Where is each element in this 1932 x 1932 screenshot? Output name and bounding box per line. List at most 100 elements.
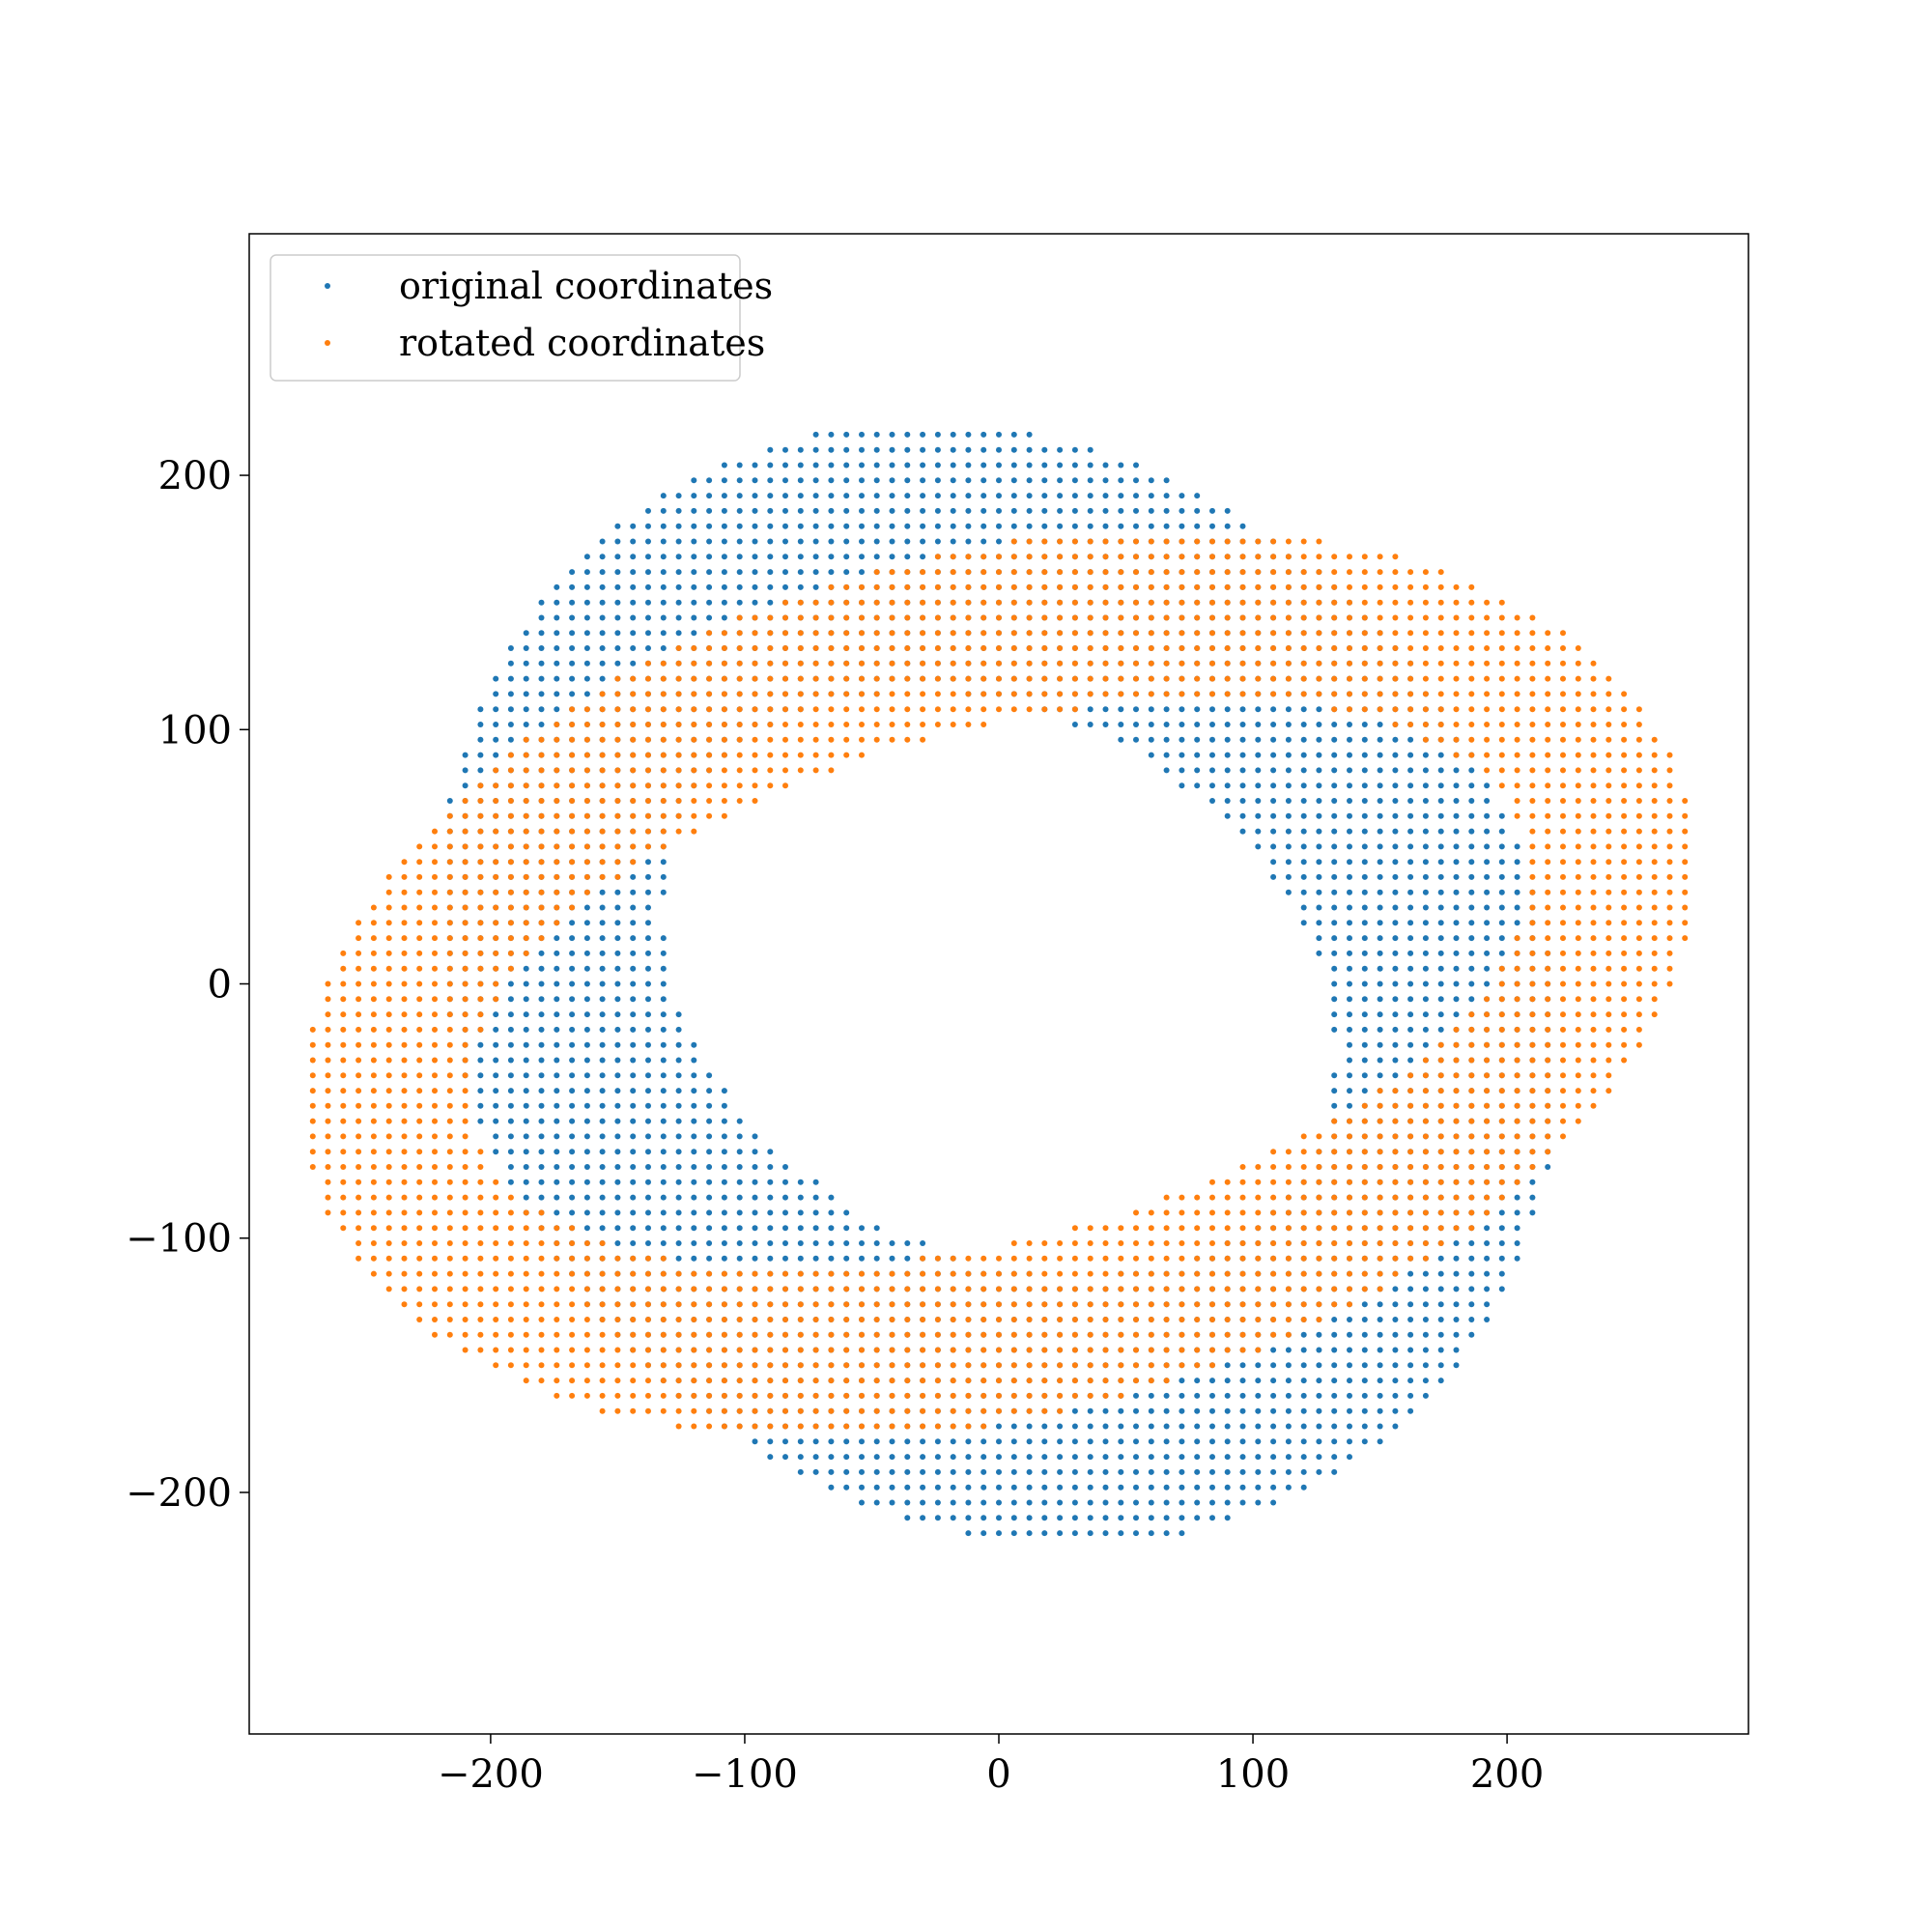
data-point bbox=[965, 1331, 972, 1338]
data-point bbox=[1361, 1041, 1368, 1048]
data-point bbox=[1407, 828, 1414, 835]
data-point bbox=[1255, 736, 1262, 743]
data-point bbox=[554, 1057, 560, 1064]
data-point bbox=[554, 1088, 560, 1094]
data-point bbox=[1560, 889, 1566, 895]
data-point bbox=[523, 1011, 529, 1018]
data-point bbox=[645, 812, 651, 819]
data-point bbox=[996, 462, 1002, 469]
data-point bbox=[630, 1164, 637, 1170]
data-point bbox=[1529, 660, 1536, 667]
data-point bbox=[477, 752, 484, 758]
data-point bbox=[1468, 706, 1475, 713]
data-point bbox=[493, 935, 499, 942]
data-point bbox=[1300, 752, 1307, 758]
data-point bbox=[873, 569, 880, 576]
data-point bbox=[645, 630, 651, 637]
data-point bbox=[675, 1362, 682, 1369]
data-point bbox=[934, 1331, 941, 1338]
data-point bbox=[859, 1407, 865, 1414]
data-point bbox=[1529, 1072, 1536, 1079]
data-point bbox=[1133, 706, 1139, 713]
data-point bbox=[828, 1317, 835, 1322]
data-point bbox=[1316, 1438, 1322, 1445]
data-point bbox=[1437, 1331, 1444, 1338]
data-point bbox=[797, 1270, 804, 1277]
data-point bbox=[614, 645, 621, 651]
data-point bbox=[920, 1499, 926, 1506]
data-point bbox=[1255, 1194, 1262, 1201]
data-point bbox=[1437, 904, 1444, 911]
data-point bbox=[1300, 904, 1307, 911]
data-point bbox=[934, 660, 941, 667]
data-point bbox=[583, 1133, 590, 1140]
data-point bbox=[462, 1331, 469, 1338]
data-point bbox=[904, 645, 911, 651]
data-point bbox=[675, 1209, 682, 1216]
data-point bbox=[660, 722, 667, 727]
data-point bbox=[1453, 1240, 1460, 1246]
data-point bbox=[645, 1378, 651, 1384]
data-point bbox=[569, 569, 576, 576]
data-point bbox=[980, 1499, 987, 1506]
data-point bbox=[706, 1209, 713, 1216]
data-point bbox=[507, 691, 514, 697]
data-point bbox=[1285, 873, 1292, 880]
data-point bbox=[660, 1133, 667, 1140]
data-point bbox=[370, 1011, 377, 1018]
data-point bbox=[1468, 1317, 1475, 1322]
data-point bbox=[1026, 583, 1033, 590]
data-point bbox=[1026, 569, 1033, 576]
data-point bbox=[1148, 1270, 1154, 1277]
data-point bbox=[752, 1317, 758, 1322]
data-point bbox=[920, 1270, 926, 1277]
data-point bbox=[401, 1041, 408, 1048]
data-point bbox=[859, 493, 865, 499]
data-point bbox=[1316, 904, 1322, 911]
data-point bbox=[645, 507, 651, 514]
data-point bbox=[767, 1454, 774, 1461]
data-point bbox=[569, 1118, 576, 1124]
data-point bbox=[1148, 583, 1154, 590]
data-point bbox=[614, 1209, 621, 1216]
data-point bbox=[385, 935, 392, 942]
data-point bbox=[1010, 1499, 1017, 1506]
data-point bbox=[446, 1164, 453, 1170]
data-point bbox=[583, 812, 590, 819]
data-point bbox=[1300, 1133, 1307, 1140]
data-point bbox=[691, 812, 697, 819]
data-point bbox=[752, 752, 758, 758]
data-point bbox=[1148, 538, 1154, 545]
data-point bbox=[996, 507, 1002, 514]
data-point bbox=[309, 1088, 316, 1094]
data-point bbox=[1010, 1270, 1017, 1277]
data-point bbox=[752, 1194, 758, 1201]
data-point bbox=[1179, 1515, 1185, 1521]
data-point bbox=[706, 660, 713, 667]
data-point bbox=[675, 1255, 682, 1262]
data-point bbox=[554, 1301, 560, 1308]
data-point bbox=[645, 583, 651, 590]
data-point bbox=[1209, 554, 1215, 560]
data-point bbox=[859, 1240, 865, 1246]
data-point bbox=[1057, 1362, 1064, 1369]
data-point bbox=[1239, 1164, 1246, 1170]
data-point bbox=[1468, 1179, 1475, 1185]
data-point bbox=[1118, 614, 1124, 621]
data-point bbox=[1361, 1407, 1368, 1414]
data-point bbox=[812, 477, 819, 484]
data-point bbox=[340, 1057, 347, 1064]
data-point bbox=[385, 1255, 392, 1262]
data-point bbox=[1010, 614, 1017, 621]
data-point bbox=[660, 1026, 667, 1033]
data-point bbox=[583, 904, 590, 911]
data-point bbox=[1026, 660, 1033, 667]
data-point bbox=[828, 554, 835, 560]
data-point bbox=[1255, 1438, 1262, 1445]
data-point bbox=[920, 431, 926, 438]
data-point bbox=[996, 1270, 1002, 1277]
data-point bbox=[1347, 630, 1352, 637]
data-point bbox=[1163, 554, 1170, 560]
data-point bbox=[736, 736, 743, 743]
data-point bbox=[340, 1026, 347, 1033]
